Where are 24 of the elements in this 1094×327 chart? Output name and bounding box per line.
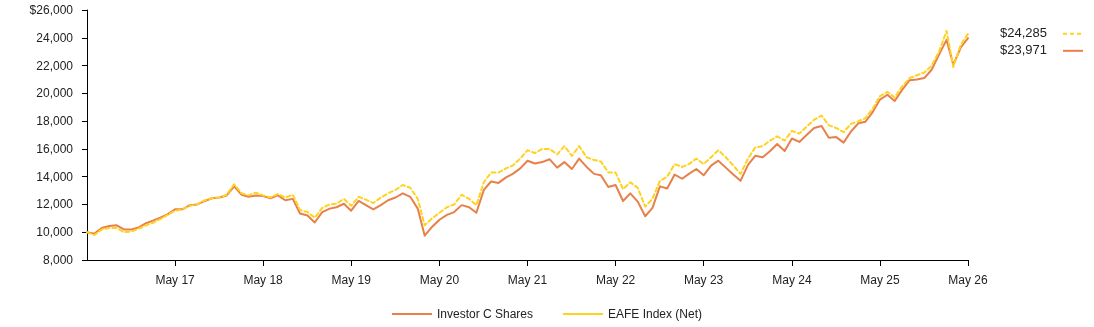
annotation: $23,971 — [1000, 41, 1047, 57]
x-tick-label: May 19 — [331, 273, 372, 287]
x-tick-label: May 18 — [243, 273, 284, 287]
annotation: $24,285 — [1000, 24, 1047, 40]
y-tick-label: 10,000 — [36, 225, 74, 240]
x-tick-label: May 20 — [419, 273, 460, 287]
legend-label: Investor C Shares — [436, 307, 534, 321]
legend-label: EAFE Index (Net) — [608, 307, 703, 321]
x-tick-label: May 21 — [507, 273, 548, 287]
y-tick-label: 8,000 — [42, 253, 74, 267]
x-tick-label: May 17 — [155, 273, 196, 287]
y-tick-label: 12,000 — [36, 197, 74, 212]
x-tick-label: May 24 — [772, 273, 812, 287]
x-tick-label: May 22 — [595, 273, 636, 287]
x-tick-label: May 25 — [860, 273, 900, 287]
y-tick-label: 22,000 — [36, 58, 74, 73]
y-tick-label: 16,000 — [36, 141, 74, 156]
y-tick-label: 24,000 — [36, 30, 74, 45]
x-tick-label: May 26 — [948, 273, 988, 287]
y-tick-label: 18,000 — [36, 114, 74, 129]
y-tick-label: $26,000 — [29, 3, 74, 17]
y-tick-label: 20,000 — [36, 86, 74, 101]
y-tick-label: 14,000 — [36, 169, 74, 184]
x-tick-label: May 23 — [683, 273, 724, 287]
